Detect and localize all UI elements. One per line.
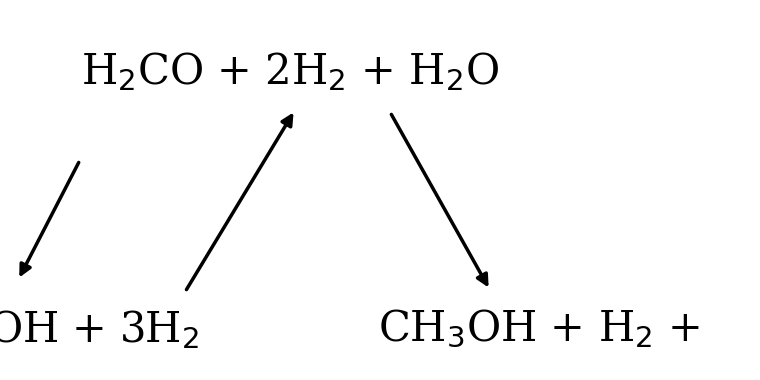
Text: H$_2$CO + 2H$_2$ + H$_2$O: H$_2$CO + 2H$_2$ + H$_2$O bbox=[81, 50, 499, 93]
Text: CH$_3$OH + H$_2$ +: CH$_3$OH + H$_2$ + bbox=[378, 308, 700, 350]
Text: OH + 3H$_2$: OH + 3H$_2$ bbox=[0, 308, 198, 351]
